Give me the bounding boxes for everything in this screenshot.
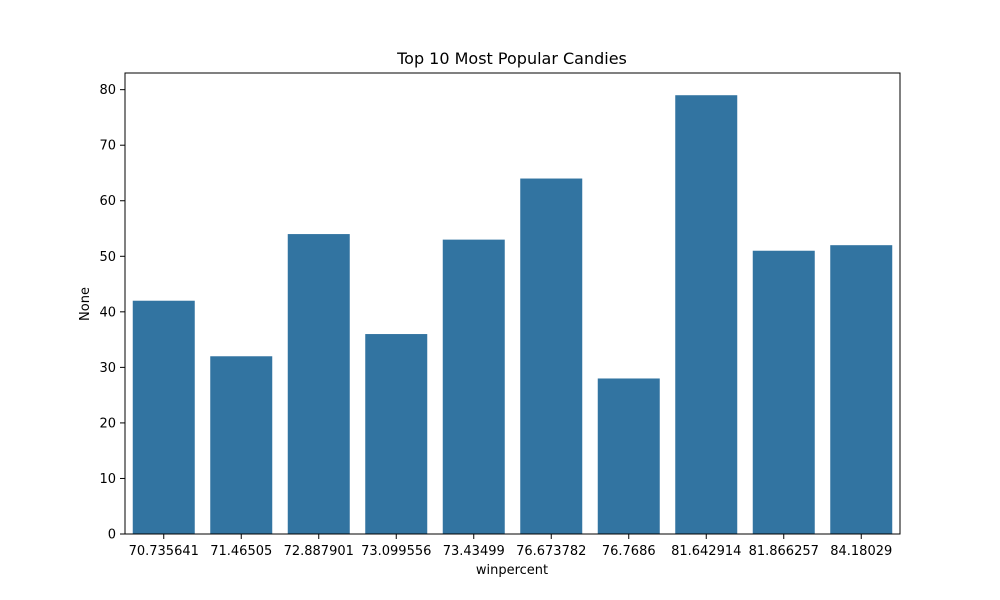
bars-group (132, 95, 893, 535)
bar-73.099556 (365, 334, 428, 534)
bar-81.642914 (675, 95, 738, 535)
x-tick-label: 73.43499 (443, 544, 505, 559)
x-tick-label: 72.887901 (284, 544, 354, 559)
x-tick-label: 76.673782 (516, 544, 586, 559)
bar-84.18029 (830, 245, 893, 534)
y-tick-label: 70 (99, 139, 116, 154)
x-tick-label: 76.7686 (602, 544, 656, 559)
y-tick-label: 80 (99, 83, 116, 98)
y-tick-label: 40 (99, 305, 116, 320)
x-tick-label: 73.099556 (361, 544, 431, 559)
bar-71.46505 (210, 356, 273, 534)
y-tick-label: 50 (99, 250, 116, 265)
y-axis-label: None (78, 287, 93, 321)
bar-76.7686 (597, 378, 660, 534)
y-tick-label: 30 (99, 361, 116, 376)
bar-73.43499 (442, 239, 505, 534)
x-tick-label: 70.735641 (129, 544, 199, 559)
y-tick-label: 10 (99, 472, 116, 487)
x-tick-label: 84.18029 (830, 544, 892, 559)
bar-81.866257 (752, 250, 815, 535)
y-axis: 0 10 20 30 40 50 60 70 80 (99, 83, 125, 543)
bar-70.735641 (132, 300, 195, 534)
y-tick-label: 20 (99, 416, 116, 431)
bar-72.887901 (287, 234, 350, 534)
x-tick-label: 81.866257 (749, 544, 819, 559)
x-axis: 70.735641 71.46505 72.887901 73.099556 73.43… (129, 534, 892, 559)
y-tick-label: 60 (99, 194, 116, 209)
x-tick-label: 71.46505 (210, 544, 272, 559)
bar-76.673782 (520, 178, 583, 534)
y-tick-label: 0 (108, 528, 116, 543)
x-axis-label: winpercent (476, 563, 548, 578)
chart-title: Top 10 Most Popular Candies (396, 49, 627, 68)
x-tick-label: 81.642914 (671, 544, 741, 559)
plot-frame (124, 72, 901, 535)
